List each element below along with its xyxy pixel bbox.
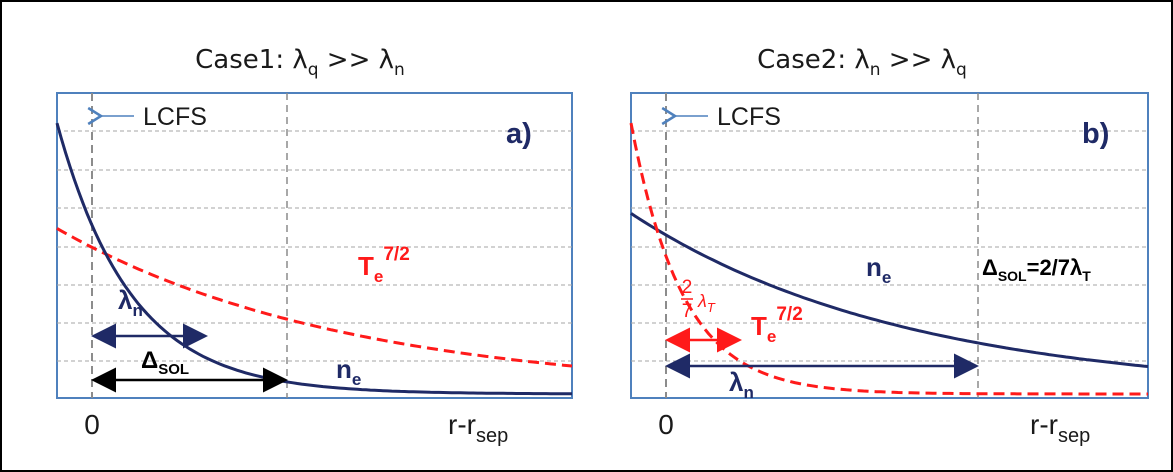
panel-a-plot-border: [56, 92, 573, 399]
panel-b-lambda-label: λn: [729, 367, 754, 402]
panel-b-label: b): [1082, 118, 1109, 150]
panel-a-lcfs-label: LCFS: [143, 103, 207, 131]
panel-b-lcfs-label: LCFS: [717, 103, 781, 131]
svg-text:7: 7: [682, 301, 693, 322]
panel-a-label: a): [506, 118, 532, 150]
panel-b-ne-label: ne: [866, 252, 891, 287]
panel-b: Case2: λn >> λq LCFS b) ΔSOL=2/7λT ne 2: [629, 45, 1149, 447]
panel-a-gridlines: [57, 130, 572, 362]
panel-b-xaxis-label: r-rsep: [1030, 409, 1090, 447]
panel-a-te-label: Te7/2: [358, 244, 410, 286]
panel-a-zero-label: 0: [84, 409, 100, 440]
panel-a-lambda-label: λn: [118, 285, 143, 320]
panel-b-frac-label: 2 7 λT: [681, 277, 716, 322]
panel-b-ne-curve: [630, 212, 1149, 368]
panel-a-title: Case1: λq >> λn: [195, 45, 405, 80]
panel-b-delta-label: ΔSOL=2/7λT: [982, 255, 1091, 284]
panel-a-ne-curve: [55, 122, 572, 396]
svg-text:2: 2: [682, 277, 693, 298]
panel-a-te-curve: [56, 227, 573, 368]
panel-b-title: Case2: λn >> λq: [757, 45, 967, 80]
svg-text:λT: λT: [697, 291, 716, 315]
panel-a: Case1: λq >> λn LCFS a) Te7/2 λn ΔSOL: [55, 45, 573, 447]
panel-a-ne-label: ne: [336, 354, 361, 389]
panel-a-xaxis-label: r-rsep: [448, 409, 508, 447]
panel-b-zero-label: 0: [658, 409, 674, 440]
panel-b-plot-border: [630, 92, 1149, 399]
panel-b-te-label: Te7/2: [751, 304, 803, 346]
